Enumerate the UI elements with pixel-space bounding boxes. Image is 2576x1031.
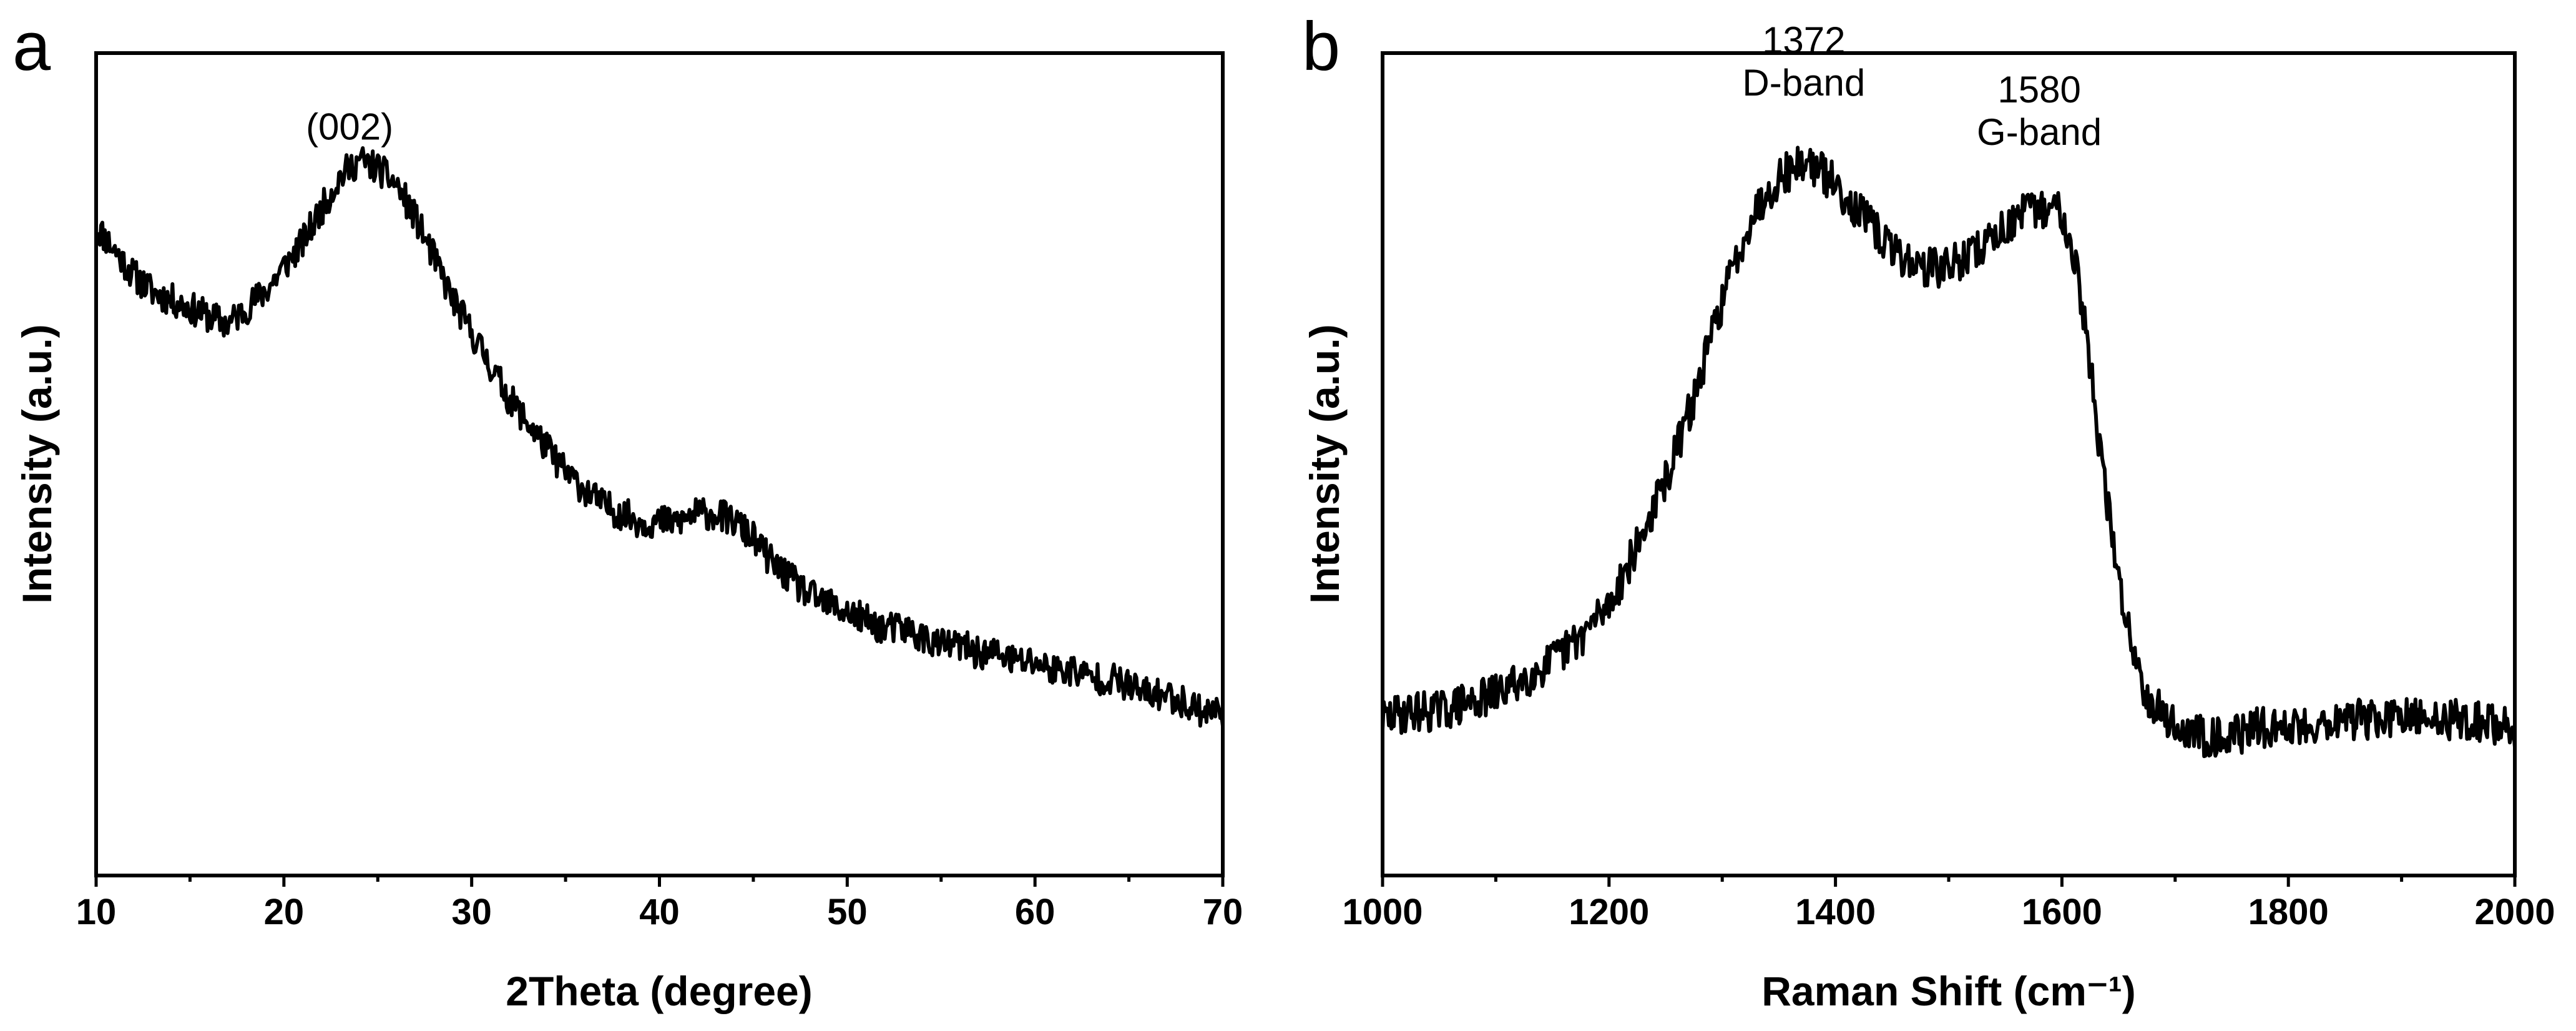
- raman-annotation: 1580 G-band: [1977, 69, 2102, 153]
- raman-y-axis-title: Intensity (a.u.): [1301, 324, 1348, 603]
- panel-label-b: b: [1302, 8, 1340, 85]
- raman-annotation-line: 1372: [1762, 19, 1845, 61]
- xrd-panel: a 10 20 30 40 50 60 70 (002) 2Theta (degree) I…: [12, 8, 1243, 1014]
- xrd-x-tick-label: 60: [1015, 892, 1055, 932]
- xrd-x-tick-label: 50: [827, 892, 868, 932]
- xrd-x-tick-labels: 10 20 30 40 50 60 70: [76, 892, 1243, 932]
- raman-annotation-line: 1580: [1997, 69, 2080, 111]
- panel-label-a: a: [12, 8, 51, 85]
- raman-x-tick-label: 1600: [2022, 892, 2102, 932]
- raman-plot-frame: [1381, 51, 2517, 877]
- raman-line: [1381, 146, 2517, 758]
- xrd-x-tick-label: 10: [76, 892, 117, 932]
- xrd-x-tick-label: 30: [451, 892, 492, 932]
- xrd-annotation: (002): [306, 106, 393, 147]
- xrd-plot-frame: [94, 51, 1225, 877]
- raman-x-tick-label: 2000: [2474, 892, 2555, 932]
- xrd-y-axis-title: Intensity (a.u.): [14, 324, 60, 603]
- raman-x-tick-label: 1800: [2248, 892, 2329, 932]
- xrd-x-tick-label: 20: [264, 892, 305, 932]
- xrd-annotations: (002): [306, 106, 393, 147]
- raman-annotation-line: D-band: [1742, 62, 1865, 104]
- raman-x-tick-label: 1200: [1569, 892, 1649, 932]
- xrd-line: [95, 146, 1225, 728]
- raman-annotations: 1372 D-band 1580 G-band: [1742, 19, 2102, 153]
- raman-panel: b 1000 1200 1400 1600 1800 2000 1372 D-band 158…: [1301, 8, 2555, 1014]
- raman-annotation: 1372 D-band: [1742, 19, 1865, 104]
- raman-x-axis-title: Raman Shift (cm⁻¹): [1761, 968, 2136, 1014]
- raman-x-tick-labels: 1000 1200 1400 1600 1800 2000: [1342, 892, 2555, 932]
- raman-x-tick-label: 1000: [1342, 892, 1423, 932]
- raman-x-tick-label: 1400: [1795, 892, 1876, 932]
- xrd-x-tick-label: 40: [639, 892, 680, 932]
- raman-x-ticks: [1381, 876, 2517, 887]
- xrd-x-ticks: [94, 876, 1225, 887]
- xrd-x-tick-label: 70: [1203, 892, 1243, 932]
- xrd-x-axis-title: 2Theta (degree): [506, 968, 812, 1014]
- raman-annotation-line: G-band: [1977, 111, 2102, 153]
- xrd-annotation-line: (002): [306, 106, 393, 147]
